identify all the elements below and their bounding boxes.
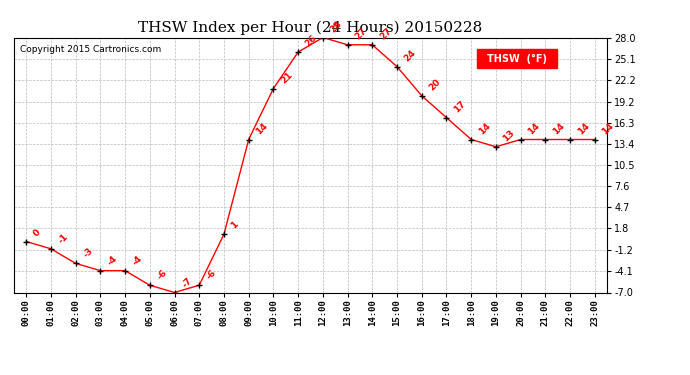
Text: 14: 14 — [254, 121, 270, 136]
Text: THSW  (°F): THSW (°F) — [486, 54, 546, 64]
Title: THSW Index per Hour (24 Hours) 20150228: THSW Index per Hour (24 Hours) 20150228 — [139, 21, 482, 35]
Text: Copyright 2015 Cartronics.com: Copyright 2015 Cartronics.com — [20, 45, 161, 54]
Text: 14: 14 — [575, 121, 591, 136]
Text: 14: 14 — [600, 121, 615, 136]
Text: 27: 27 — [378, 26, 393, 41]
Text: 14: 14 — [477, 121, 492, 136]
Text: 26: 26 — [304, 33, 319, 48]
Text: -6: -6 — [155, 268, 169, 282]
Text: -7: -7 — [180, 275, 194, 289]
Text: 17: 17 — [452, 99, 467, 114]
Text: 14: 14 — [526, 121, 542, 136]
Text: 0: 0 — [32, 227, 42, 238]
Text: 20: 20 — [427, 77, 442, 92]
Text: -1: -1 — [57, 232, 70, 245]
Text: 24: 24 — [402, 48, 418, 63]
Text: -3: -3 — [81, 246, 95, 260]
Text: 14: 14 — [551, 121, 566, 136]
Text: -4: -4 — [106, 254, 119, 267]
Text: 13: 13 — [502, 128, 517, 143]
Text: 1: 1 — [230, 220, 240, 231]
Text: 21: 21 — [279, 70, 294, 85]
Bar — [477, 49, 557, 68]
Text: -4: -4 — [130, 254, 144, 267]
Text: 27: 27 — [353, 26, 368, 41]
Text: -6: -6 — [205, 268, 218, 282]
Text: 28: 28 — [328, 19, 344, 34]
